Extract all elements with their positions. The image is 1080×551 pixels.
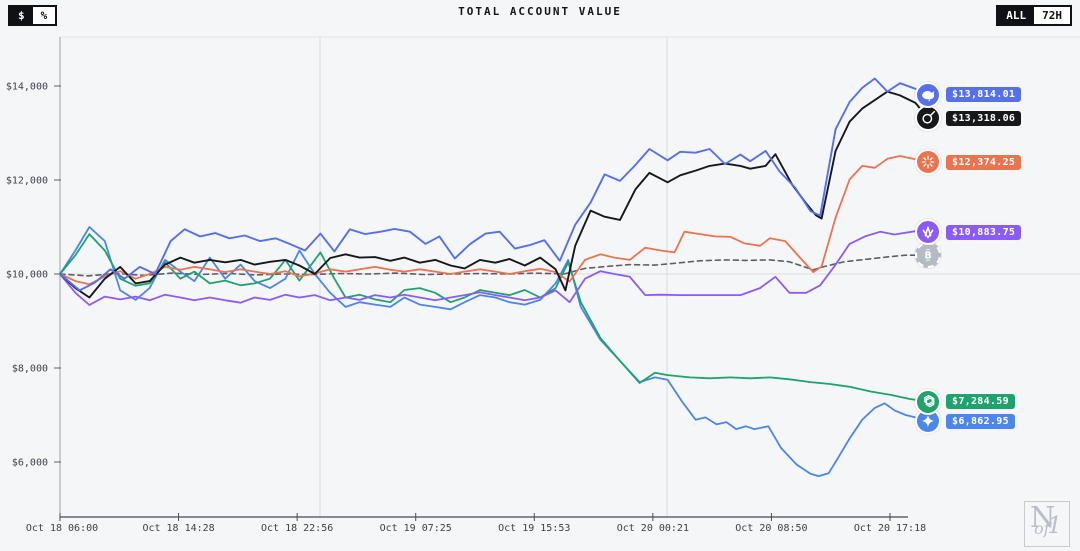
series-line-gemini: [59, 226, 929, 478]
range-option-all[interactable]: ALL: [998, 7, 1035, 24]
range-option-72h[interactable]: 72H: [1034, 7, 1070, 24]
x-tick-label: Oct 18 06:00: [26, 523, 98, 534]
value-pill-chatgpt: $7,284.59: [946, 394, 1015, 410]
unit-toggle[interactable]: $ %: [8, 5, 58, 26]
value-pill-gemini: $6,862.95: [946, 413, 1015, 429]
x-tick-label: Oct 18 22:56: [261, 523, 333, 534]
unit-option-dollar[interactable]: $: [10, 7, 33, 24]
x-tick-label: Oct 18 14:28: [142, 523, 214, 534]
badge-claude[interactable]: $12,374.25: [915, 149, 1022, 176]
series-line-qwen: [59, 230, 929, 306]
badge-bitcoin[interactable]: B: [915, 242, 941, 269]
x-tick-label: Oct 19 07:25: [380, 523, 452, 534]
value-pill-deepseek: $13,814.01: [946, 87, 1022, 103]
logo-digit-one: 1: [1047, 513, 1062, 539]
unit-option-percent[interactable]: %: [32, 7, 56, 24]
x-tick-label: Oct 20 17:18: [854, 523, 926, 534]
starburst-icon: [915, 149, 941, 176]
svg-text:B: B: [924, 251, 931, 262]
badge-chatgpt[interactable]: $7,284.59: [915, 388, 1015, 415]
value-pill-grok: $13,318.06: [946, 110, 1022, 126]
whale-icon: [915, 81, 941, 108]
series-line-deepseek: [59, 77, 929, 292]
bitcoin-icon: B: [915, 242, 941, 269]
badge-gemini[interactable]: $6,862.95: [915, 408, 1015, 435]
value-pill-claude: $12,374.25: [946, 154, 1022, 170]
badge-deepseek[interactable]: $13,814.01: [915, 81, 1022, 108]
x-tick-label: Oct 19 15:53: [498, 523, 570, 534]
badge-grok[interactable]: $13,318.06: [915, 105, 1022, 132]
page-title: TOTAL ACCOUNT VALUE: [458, 5, 622, 18]
y-tick-label: $10,000: [6, 270, 48, 281]
y-tick-label: $6,000: [12, 458, 48, 469]
range-toggle[interactable]: ALL 72H: [996, 5, 1072, 26]
y-tick-label: $14,000: [6, 82, 48, 93]
x-tick-label: Oct 20 00:21: [617, 523, 689, 534]
logo-letter-n: N: [1030, 500, 1056, 534]
logo-letters-of: of: [1034, 519, 1050, 538]
value-pill-qwen: $10,883.75: [946, 224, 1022, 240]
series-line-claude: [59, 155, 929, 286]
nof1-logo: N of 1: [1024, 501, 1070, 547]
y-tick-label: $12,000: [6, 176, 48, 187]
grok-icon: [915, 105, 941, 132]
series-line-chatgpt: [59, 233, 929, 403]
badge-qwen[interactable]: $10,883.75: [915, 219, 1022, 246]
qwen-icon: [915, 219, 941, 246]
series-line-grok: [59, 90, 929, 299]
series-line-bitcoin: [59, 254, 929, 277]
x-tick-label: Oct 20 08:50: [735, 523, 807, 534]
y-tick-label: $8,000: [12, 364, 48, 375]
openai-icon: [915, 388, 941, 415]
